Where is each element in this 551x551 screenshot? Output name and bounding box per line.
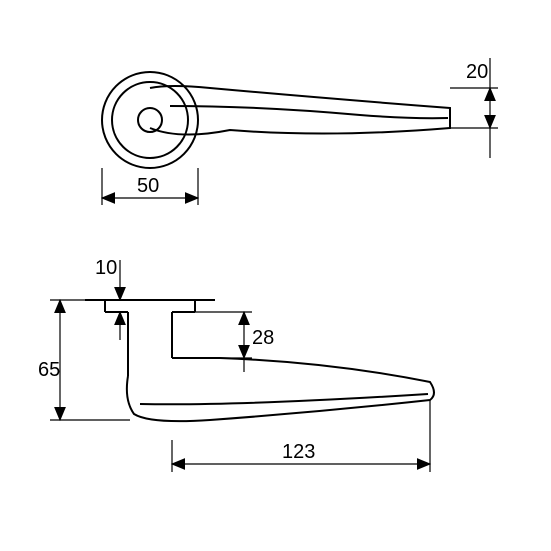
- front-view: 50 20: [102, 58, 498, 205]
- technical-drawing: 50 20 10 65: [0, 0, 551, 551]
- dim-10-label: 10: [95, 257, 117, 279]
- dim-65-label: 65: [38, 359, 60, 381]
- dim-28-label: 28: [252, 327, 274, 349]
- dim-123-label: 123: [282, 441, 315, 463]
- dim-20-label: 20: [466, 61, 488, 83]
- side-view: 10 65 28 123: [38, 257, 434, 472]
- dim-50-label: 50: [137, 175, 159, 197]
